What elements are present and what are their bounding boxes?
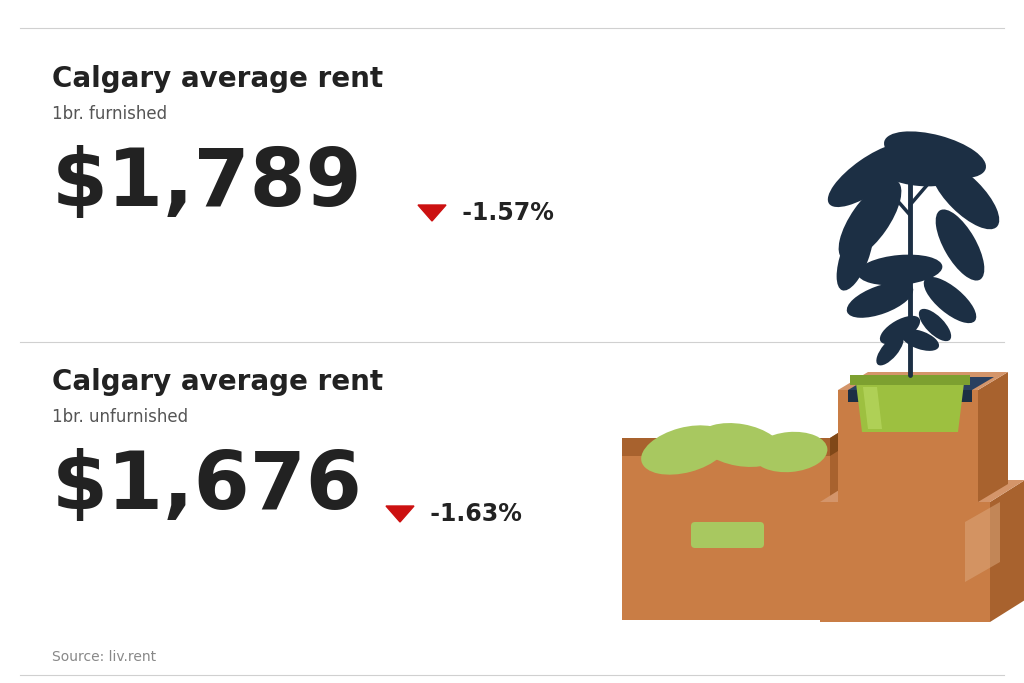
Ellipse shape <box>753 432 827 472</box>
Polygon shape <box>978 372 1008 502</box>
Ellipse shape <box>919 309 951 341</box>
Ellipse shape <box>901 329 939 351</box>
Polygon shape <box>863 387 882 429</box>
Polygon shape <box>850 375 970 385</box>
Polygon shape <box>838 390 978 502</box>
Polygon shape <box>830 413 870 456</box>
Polygon shape <box>990 480 1024 622</box>
Ellipse shape <box>924 277 976 323</box>
Ellipse shape <box>858 255 942 285</box>
Text: Calgary average rent: Calgary average rent <box>52 65 383 93</box>
Text: Calgary average rent: Calgary average rent <box>52 368 383 396</box>
Text: -1.63%: -1.63% <box>422 502 522 526</box>
Polygon shape <box>622 438 830 620</box>
FancyBboxPatch shape <box>691 522 764 548</box>
Text: $1,789: $1,789 <box>52 145 362 223</box>
Ellipse shape <box>641 426 729 475</box>
Polygon shape <box>820 502 990 622</box>
Ellipse shape <box>877 335 903 365</box>
Polygon shape <box>622 438 830 456</box>
Ellipse shape <box>698 423 782 467</box>
Ellipse shape <box>936 210 984 281</box>
Ellipse shape <box>827 143 912 207</box>
Text: 1br. furnished: 1br. furnished <box>52 105 167 123</box>
Ellipse shape <box>884 131 986 179</box>
Ellipse shape <box>839 180 901 260</box>
Polygon shape <box>418 205 446 221</box>
Polygon shape <box>965 502 1000 582</box>
Ellipse shape <box>931 161 999 229</box>
Text: $1,676: $1,676 <box>52 448 362 526</box>
Ellipse shape <box>878 154 963 186</box>
Polygon shape <box>848 377 994 390</box>
Text: -1.57%: -1.57% <box>454 201 554 225</box>
Polygon shape <box>830 413 870 620</box>
Ellipse shape <box>880 316 921 344</box>
Ellipse shape <box>837 219 873 290</box>
Text: 1br. unfurnished: 1br. unfurnished <box>52 408 188 426</box>
Text: Source: liv.rent: Source: liv.rent <box>52 650 156 664</box>
Polygon shape <box>855 375 965 432</box>
Polygon shape <box>386 506 414 522</box>
Ellipse shape <box>847 282 913 318</box>
Polygon shape <box>848 390 972 402</box>
Polygon shape <box>838 372 1008 390</box>
Polygon shape <box>820 480 1024 502</box>
